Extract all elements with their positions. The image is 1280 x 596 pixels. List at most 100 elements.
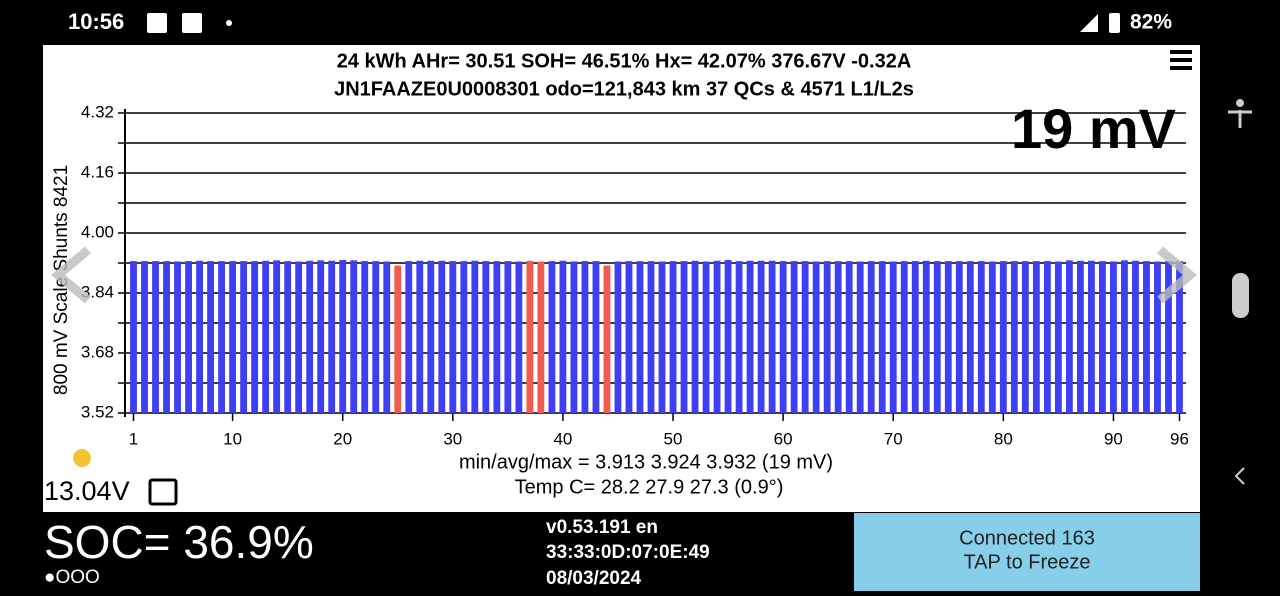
bar: [1165, 261, 1172, 413]
date: 08/03/2024: [546, 568, 642, 589]
overlay: 19 mV min/avg/max = 3.913 3.924 3.932 (1…: [44, 97, 1198, 506]
x-tick-label: 50: [664, 429, 683, 448]
bar: [1065, 260, 1073, 413]
bar: [372, 261, 380, 413]
bar: [614, 261, 622, 413]
bar: [152, 261, 159, 413]
bar: [1143, 261, 1150, 413]
bar: [251, 261, 259, 413]
bar: [471, 260, 479, 413]
x-tick-label: 60: [774, 429, 793, 448]
bar: [394, 265, 402, 413]
bar: [680, 261, 688, 413]
fb-icon: [147, 13, 167, 33]
bar: [658, 261, 666, 413]
bar: [1176, 261, 1183, 413]
bar: [328, 260, 336, 413]
bar: [911, 261, 919, 413]
back-button[interactable]: [1234, 467, 1245, 485]
dots: ●OOO: [44, 567, 100, 588]
bar: [1076, 260, 1084, 413]
y-tick-label: 3.68: [81, 342, 114, 361]
clock: 10:56: [68, 9, 124, 34]
calendar-icon[interactable]: [148, 478, 178, 506]
bar: [306, 260, 314, 413]
bar: [515, 261, 523, 413]
scroll-handle[interactable]: [1232, 273, 1249, 318]
y-tick-label: 4.32: [81, 102, 114, 121]
bar: [196, 260, 203, 413]
x-tick-label: 30: [443, 429, 462, 448]
bar: [438, 260, 446, 413]
signal-icon: [1080, 14, 1098, 32]
bar: [1021, 261, 1029, 413]
bar: [141, 261, 148, 413]
bar: [1087, 260, 1095, 413]
battery-level: 82%: [1130, 11, 1172, 34]
bar: [966, 261, 974, 413]
bar: [779, 261, 787, 413]
stats-line: min/avg/max = 3.913 3.924 3.932 (19 mV): [459, 451, 833, 473]
chart-subtitle: JN1FAAZE0U0008301 odo=121,843 km 37 QCs …: [334, 78, 914, 100]
bar: [790, 261, 798, 413]
voltage: 13.04V: [44, 476, 130, 506]
bar: [647, 261, 655, 413]
bar: [130, 261, 137, 413]
bar: [559, 260, 567, 413]
bar: [878, 261, 886, 413]
bar: [1032, 261, 1040, 413]
bar: [570, 261, 578, 413]
bar: [592, 261, 600, 413]
x-tick-label: 20: [333, 429, 352, 448]
bar: [548, 261, 556, 413]
bar: [669, 261, 677, 413]
bar: [1132, 260, 1139, 413]
stats-line: Temp C= 28.2 27.9 27.3 (0.9°): [515, 476, 784, 498]
bar: [416, 260, 424, 413]
bar: [1010, 261, 1018, 413]
bar: [405, 261, 413, 413]
bar: [702, 261, 710, 413]
bar: [625, 261, 633, 413]
bar: [988, 261, 996, 413]
menu-icon[interactable]: [1170, 50, 1192, 70]
bar: [713, 260, 721, 413]
bar: [944, 261, 952, 413]
bar: [746, 260, 754, 413]
bar: [504, 261, 512, 413]
bar: [636, 261, 644, 413]
bar: [537, 261, 545, 413]
prev-arrow[interactable]: [50, 246, 91, 304]
bar: [691, 260, 699, 413]
button-text[interactable]: TAP to Freeze: [963, 551, 1090, 573]
next-arrow[interactable]: [1157, 246, 1198, 304]
bar: [482, 261, 490, 413]
accessibility-icon[interactable]: [1236, 99, 1244, 107]
button-text[interactable]: Connected 163: [959, 527, 1095, 549]
bar: [922, 260, 930, 413]
freeze-button[interactable]: Connected 163 TAP to Freeze: [854, 513, 1200, 591]
bar: [240, 261, 248, 413]
bar: [889, 261, 897, 413]
bar: [383, 261, 391, 413]
bar: [834, 261, 842, 413]
x-tick-label: 10: [223, 429, 242, 448]
bar: [1121, 260, 1128, 413]
bar: [174, 261, 181, 413]
bar: [1099, 261, 1106, 413]
version: v0.53.191 en: [546, 517, 658, 538]
bulb-icon[interactable]: [73, 449, 91, 467]
button-bg[interactable]: [854, 513, 1200, 591]
chart-title: 24 kWh AHr= 30.51 SOH= 46.51% Hx= 42.07%…: [337, 50, 912, 72]
x-tick-label: 70: [884, 429, 903, 448]
bar: [284, 261, 292, 413]
bar: [361, 261, 369, 413]
plot: 3.523.683.844.004.164.321 10 20 30 40 50 60 70 8…: [81, 102, 1189, 448]
bar: [295, 261, 303, 413]
accessibility-icon[interactable]: [1228, 110, 1252, 128]
bar: [933, 261, 941, 413]
x-tick-label: 80: [994, 429, 1013, 448]
dot-icon: [226, 20, 232, 26]
